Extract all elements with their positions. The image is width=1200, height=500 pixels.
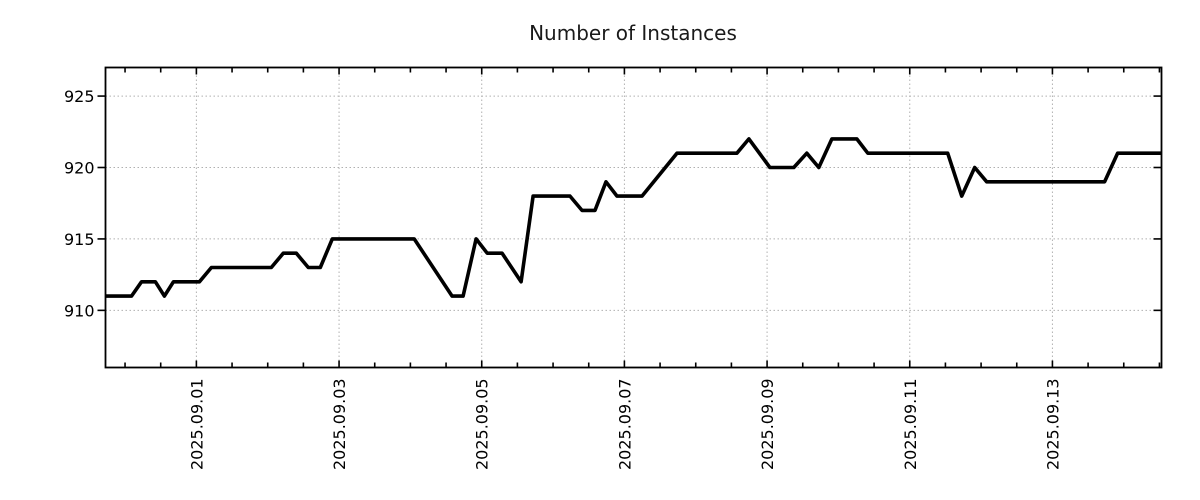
y-tick-label: 925 xyxy=(64,87,95,106)
y-tick-label: 910 xyxy=(64,301,95,320)
x-tick-label: 2025.09.03 xyxy=(330,378,349,470)
border-layer xyxy=(104,66,1163,369)
tick-layer xyxy=(97,67,1162,368)
plot-border xyxy=(104,66,1163,369)
x-tick-label: 2025.09.11 xyxy=(901,378,920,470)
x-tick-label: 2025.09.09 xyxy=(758,378,777,470)
data-line xyxy=(105,137,1162,298)
y-tick-label: 920 xyxy=(64,159,95,178)
x-tick-label: 2025.09.13 xyxy=(1043,378,1062,470)
x-tick-label: 2025.09.05 xyxy=(473,378,492,470)
x-tick-label: 2025.09.01 xyxy=(187,378,206,470)
chart-title: Number of Instances xyxy=(529,21,737,45)
label-layer: 910 915 920 925 2025.09.01 2025.09.03 2025.09.… xyxy=(64,87,1062,470)
grid-layer xyxy=(105,67,1162,368)
x-tick-label: 2025.09.07 xyxy=(615,378,634,470)
line-layer xyxy=(105,137,1162,298)
y-tick-label: 915 xyxy=(64,230,95,249)
